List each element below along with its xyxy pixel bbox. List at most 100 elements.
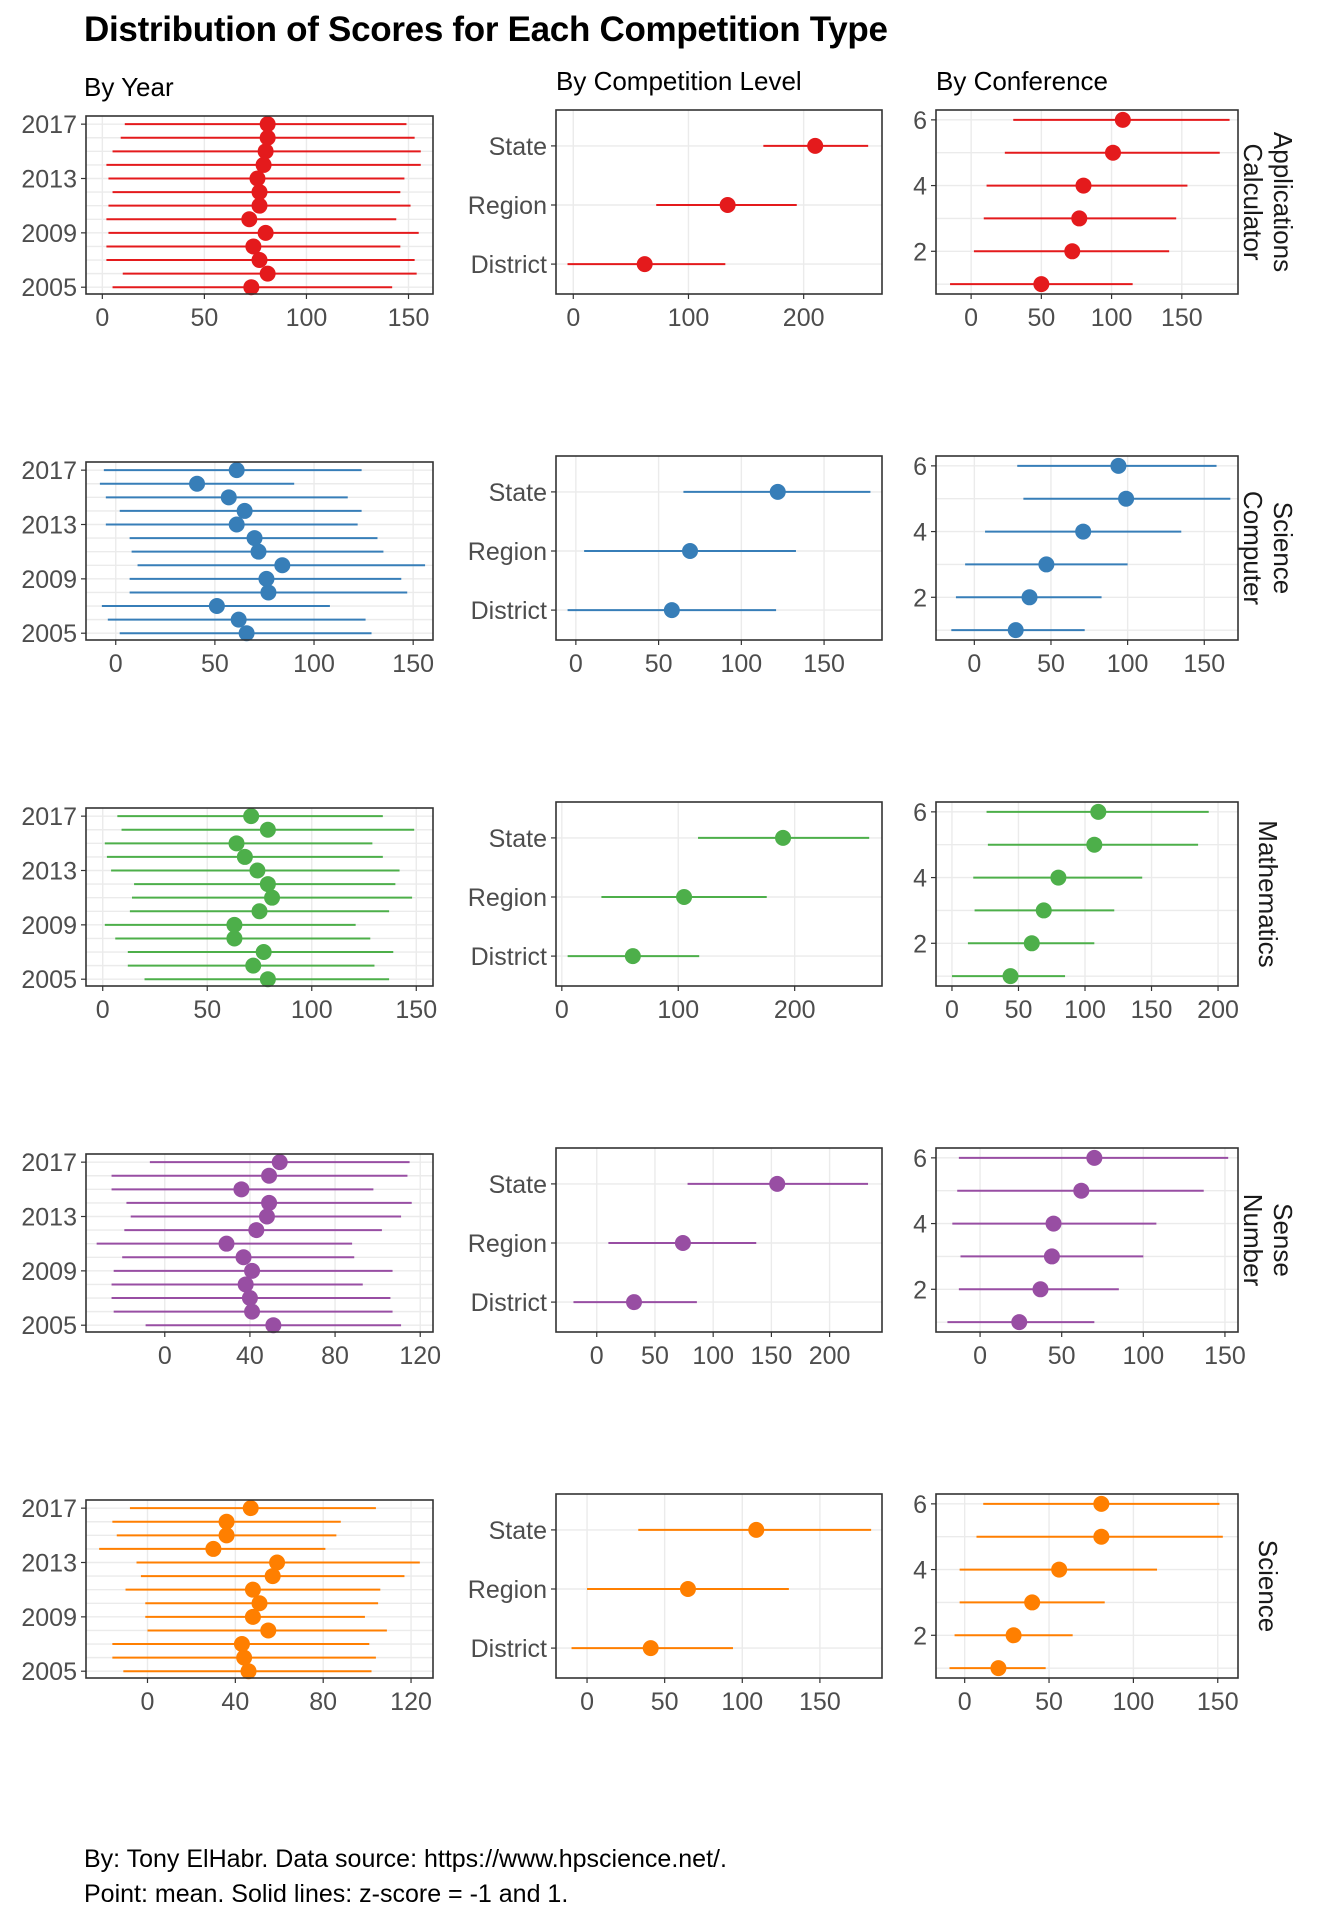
y-tick-label: State — [489, 1171, 547, 1199]
panel-border — [85, 461, 434, 641]
mean-point — [241, 1290, 258, 1307]
y-tick-label: 2 — [913, 584, 927, 612]
mean-point — [676, 889, 693, 905]
mean-point — [246, 530, 263, 547]
panel-border — [935, 1493, 1239, 1679]
mean-point — [1093, 1528, 1110, 1545]
x-tick-label: 50 — [201, 650, 229, 678]
mean-point — [274, 557, 291, 574]
y-tick-label: 6 — [913, 1491, 927, 1519]
mean-point — [626, 1294, 643, 1311]
x-tick-label: 0 — [569, 650, 583, 678]
mean-point — [236, 848, 253, 865]
mean-point — [255, 944, 272, 961]
x-tick-label: 0 — [580, 1688, 594, 1716]
mathematics-by-level-panel-background — [556, 802, 882, 986]
mean-point — [259, 116, 276, 133]
y-tick-label: 2013 — [21, 1550, 77, 1578]
panel-border — [85, 807, 434, 987]
y-tick-label: District — [471, 1635, 547, 1663]
mean-point — [251, 1595, 268, 1612]
x-tick-label: 0 — [555, 996, 569, 1024]
y-tick-label: Region — [468, 884, 547, 912]
x-tick-label: 150 — [1197, 1688, 1239, 1716]
panel-border — [85, 1153, 434, 1333]
y-tick-label: 2017 — [21, 457, 77, 485]
mean-point — [990, 1660, 1007, 1677]
mean-point — [259, 129, 276, 146]
mean-point — [1086, 836, 1103, 853]
mean-point — [1005, 1627, 1022, 1644]
y-tick-label: 6 — [913, 799, 927, 827]
mean-point — [249, 862, 266, 879]
mean-point — [1023, 935, 1040, 952]
mean-point — [807, 137, 824, 154]
y-tick-label: District — [471, 1289, 547, 1317]
calculator-applications-by-level-panel-background — [556, 110, 882, 294]
x-tick-label: 150 — [1161, 304, 1203, 332]
y-tick-label: 2009 — [21, 1258, 77, 1286]
mean-point — [259, 971, 276, 988]
facet-strip-label: Mathematics — [1253, 820, 1283, 967]
mean-point — [257, 224, 274, 241]
y-tick-label: 2009 — [21, 220, 77, 248]
column-title-by-level: By Competition Level — [556, 66, 802, 96]
mean-point — [679, 1581, 696, 1597]
mean-point — [230, 611, 247, 628]
mean-point — [1021, 589, 1038, 606]
mean-point — [1032, 1281, 1049, 1298]
chart-title: Distribution of Scores for Each Competit… — [84, 10, 888, 49]
y-tick-label: 4 — [913, 173, 927, 201]
mean-point — [242, 1500, 259, 1517]
mean-point — [748, 1521, 765, 1538]
mean-point — [775, 829, 792, 846]
x-tick-label: 0 — [95, 304, 109, 332]
mean-point — [1007, 622, 1024, 639]
mean-point — [769, 1175, 786, 1192]
mean-point — [238, 625, 255, 642]
facet-strip-label: Calculator — [1238, 143, 1268, 260]
facet-strip-label: Science — [1268, 502, 1298, 595]
mean-point — [1110, 457, 1127, 474]
x-tick-label: 100 — [720, 650, 762, 678]
mean-point — [1011, 1314, 1028, 1331]
x-tick-label: 50 — [190, 304, 218, 332]
x-tick-label: 150 — [395, 996, 437, 1024]
panel-border — [935, 109, 1239, 295]
x-tick-label: 0 — [590, 1342, 604, 1370]
x-tick-label: 150 — [1204, 1342, 1246, 1370]
panel-border — [935, 1147, 1239, 1333]
x-tick-label: 50 — [1035, 1688, 1063, 1716]
mean-point — [624, 948, 641, 965]
mean-point — [1118, 490, 1135, 507]
x-tick-label: 200 — [1197, 996, 1239, 1024]
y-tick-label: 2 — [913, 1276, 927, 1304]
x-tick-label: 100 — [692, 1342, 734, 1370]
x-tick-label: 0 — [958, 1688, 972, 1716]
x-tick-label: 0 — [945, 996, 959, 1024]
mean-point — [260, 584, 277, 601]
x-tick-label: 100 — [1122, 1342, 1164, 1370]
y-tick-label: State — [489, 479, 547, 507]
mean-point — [271, 1154, 288, 1171]
y-tick-label: 2005 — [21, 966, 77, 994]
y-tick-label: 2013 — [21, 512, 77, 540]
mean-point — [261, 1194, 278, 1211]
mean-point — [251, 197, 268, 214]
x-tick-label: 40 — [236, 1342, 264, 1370]
mean-point — [1051, 1561, 1068, 1578]
mean-point — [208, 598, 225, 615]
mean-point — [1075, 523, 1092, 540]
y-tick-label: 2005 — [21, 1312, 77, 1340]
y-tick-label: 4 — [913, 865, 927, 893]
y-tick-label: State — [489, 1517, 547, 1545]
x-tick-label: 80 — [309, 1688, 337, 1716]
mean-point — [237, 1276, 254, 1293]
x-tick-label: 100 — [668, 304, 710, 332]
mean-point — [1002, 968, 1019, 985]
facet-strip-label: Science — [1253, 1540, 1283, 1633]
panel-border — [555, 801, 883, 987]
mean-point — [248, 1222, 265, 1239]
y-tick-label: Region — [468, 1576, 547, 1604]
y-tick-label: 2009 — [21, 1604, 77, 1632]
